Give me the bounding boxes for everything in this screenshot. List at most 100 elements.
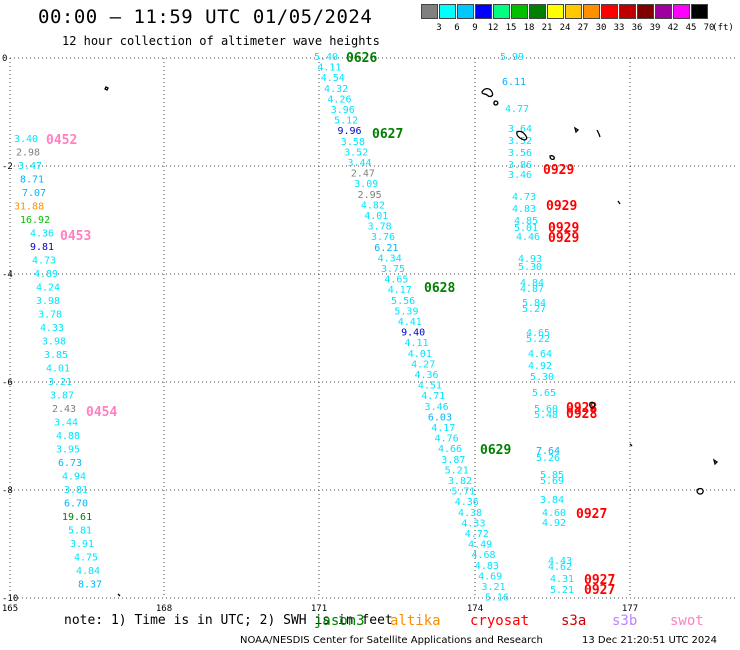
y-tick-label: -10 [2,594,18,604]
wave-height-label: 3.96 [331,105,355,116]
wave-height-label: 4.33 [461,518,485,529]
x-tick-label: 171 [311,604,327,614]
wave-height-label: 4.01 [46,364,70,375]
wave-height-label: 4.62 [548,562,572,573]
colorbar-label: 70 [703,23,715,33]
wave-height-label: 4.36 [455,497,479,508]
wave-height-label: 4.73 [32,256,56,267]
wave-height-label: 5.27 [522,304,546,315]
legend-s3a: s3a [561,613,587,629]
wave-height-label: 4.17 [431,423,455,434]
wave-height-label: 4.65 [384,275,408,286]
wave-height-label: 5.81 [68,526,92,537]
wave-height-label: 5.69 [540,476,564,487]
wave-height-label: 4.73 [512,192,536,203]
wave-height-label: 3.81 [64,485,88,496]
wave-height-label: 16.92 [20,215,50,226]
wave-height-label: 4.71 [421,391,445,402]
wave-height-label: 4.88 [56,431,80,442]
wave-height-label: 4.66 [438,444,462,455]
wave-height-label: 7.07 [22,188,46,199]
wave-height-label: 3.21 [482,582,506,593]
wave-height-label: 3.87 [441,455,465,466]
wave-height-label: 19.61 [62,512,92,523]
footnote: note: 1) Time is in UTC; 2) SWH is in fe… [64,613,393,628]
island-outline [696,487,704,495]
y-tick-label: -2 [2,162,13,172]
wave-height-label: 5.60 [534,404,558,415]
island-outline [516,130,528,141]
colorbar-swatch [673,4,690,19]
colorbar-label: 15 [505,23,517,33]
wave-height-label: 4.83 [475,561,499,572]
wave-height-label: 5.26 [536,453,560,464]
wave-height-label: 5.85 [540,470,564,481]
pass-id-label: 0927 [584,583,615,598]
wave-height-label: 4.24 [36,283,60,294]
wave-height-label: 4.36 [30,229,54,240]
y-tick-label: -8 [2,486,13,496]
wave-height-label: 4.54 [321,73,345,84]
x-tick-label: 177 [622,604,638,614]
wave-height-label: 9.40 [401,328,425,339]
island-outline [629,443,633,447]
colorbar-swatch [583,4,600,19]
wave-height-label: 5.56 [391,296,415,307]
wave-height-label: 4.75 [74,553,98,564]
wave-height-label: 4.76 [435,434,459,445]
wave-height-label: 3.46 [425,402,449,413]
wave-height-label: 3.95 [56,445,80,456]
colorbar-label: 42 [667,23,679,33]
colorbar-swatch [421,4,438,19]
credit-line: NOAA/NESDIS Center for Satellite Applica… [240,635,543,646]
wave-height-label: 6.11 [502,77,526,88]
wave-height-label: 6.70 [64,499,88,510]
island-outline [596,129,601,138]
wave-height-label: 3.44 [348,158,372,169]
wave-height-label: 4.68 [471,550,495,561]
pass-id-label: 0628 [424,281,455,296]
legend-altika: altika [390,613,441,629]
colorbar-swatch [475,4,492,19]
wave-height-label: 9.96 [337,126,361,137]
colorbar-label: 6 [454,23,460,33]
colorbar-swatch [439,4,456,19]
island-outline [481,87,494,98]
island-outline [493,100,499,106]
wave-height-label: 3.98 [42,337,66,348]
wave-height-label: 4.60 [542,508,566,519]
wave-height-label: 3.52 [344,147,368,158]
wave-height-label: 5.71 [451,487,475,498]
wave-height-label: 6.21 [374,243,398,254]
wave-height-label: 5.30 [518,262,542,273]
wave-height-label: 4.84 [520,278,544,289]
wave-height-label: 4.17 [388,285,412,296]
wave-height-label: 8.37 [78,580,102,591]
wave-height-label: 4.83 [512,204,536,215]
wave-height-label: 3.87 [50,391,74,402]
colorbar-label: 12 [487,23,499,33]
wave-height-label: 5.39 [394,306,418,317]
colorbar-swatch [655,4,672,19]
colorbar-swatch [565,4,582,19]
wave-height-label: 4.01 [408,349,432,360]
wave-height-label: 3.46 [508,170,532,181]
wave-height-label: 4.11 [317,63,341,74]
colorbar-label: 33 [613,23,625,33]
colorbar-label: 30 [595,23,607,33]
wave-height-label: 3.98 [36,296,60,307]
pass-id-label: 0929 [543,163,574,178]
island-outline [549,155,555,161]
wave-height-label: 4.01 [364,211,388,222]
wave-height-label: 3.91 [70,539,94,550]
pass-id-label: 0929 [548,221,579,236]
wave-height-label: 4.31 [550,574,574,585]
wave-height-label: 3.75 [381,264,405,275]
colorbar-unit: (ft) [712,23,734,33]
pass-id-label: 0927 [584,573,615,588]
wave-height-label: 5.12 [334,116,358,127]
wave-height-label: 4.64 [528,349,552,360]
wave-height-label: 3.85 [44,350,68,361]
wave-height-label: 3.09 [354,179,378,190]
